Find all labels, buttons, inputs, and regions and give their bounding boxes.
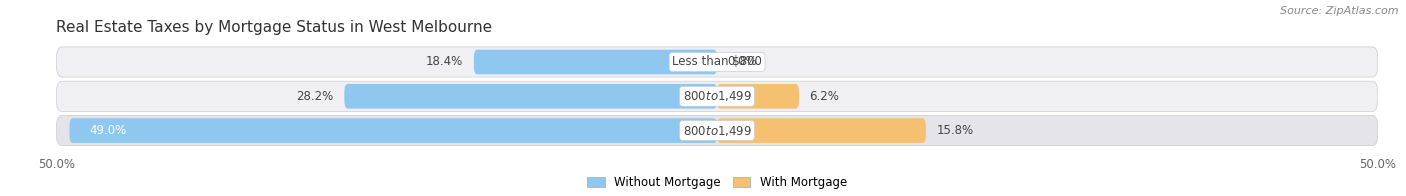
Text: 28.2%: 28.2% xyxy=(297,90,333,103)
Text: 49.0%: 49.0% xyxy=(90,124,127,137)
Legend: Without Mortgage, With Mortgage: Without Mortgage, With Mortgage xyxy=(588,176,846,189)
Text: 6.2%: 6.2% xyxy=(810,90,839,103)
Text: Source: ZipAtlas.com: Source: ZipAtlas.com xyxy=(1281,6,1399,16)
Text: Real Estate Taxes by Mortgage Status in West Melbourne: Real Estate Taxes by Mortgage Status in … xyxy=(56,20,492,35)
FancyBboxPatch shape xyxy=(474,50,717,74)
FancyBboxPatch shape xyxy=(56,81,1378,111)
Text: 15.8%: 15.8% xyxy=(936,124,973,137)
FancyBboxPatch shape xyxy=(344,84,717,109)
Text: $800 to $1,499: $800 to $1,499 xyxy=(682,89,752,103)
FancyBboxPatch shape xyxy=(717,84,799,109)
FancyBboxPatch shape xyxy=(56,115,1378,146)
FancyBboxPatch shape xyxy=(56,47,1378,77)
Text: 18.4%: 18.4% xyxy=(426,55,464,68)
Text: 0.0%: 0.0% xyxy=(728,55,758,68)
FancyBboxPatch shape xyxy=(717,118,927,143)
FancyBboxPatch shape xyxy=(69,118,717,143)
Text: Less than $800: Less than $800 xyxy=(672,55,762,68)
Text: $800 to $1,499: $800 to $1,499 xyxy=(682,124,752,138)
